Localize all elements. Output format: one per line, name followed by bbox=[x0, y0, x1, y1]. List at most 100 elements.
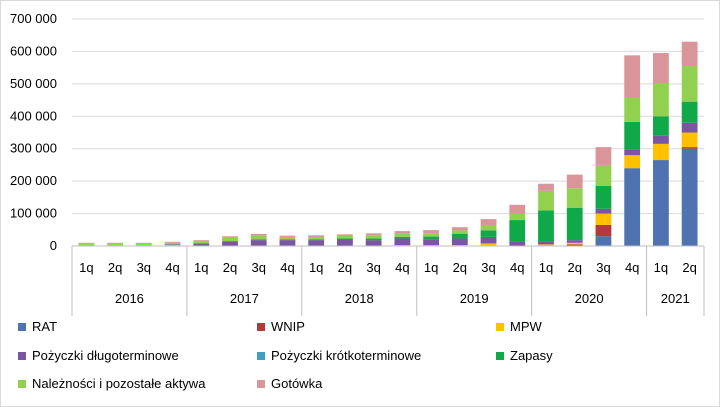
bar-segment bbox=[653, 135, 669, 144]
x-tick-label: 1q bbox=[539, 260, 553, 275]
bar-segment bbox=[279, 240, 296, 246]
bar-segment bbox=[681, 101, 698, 123]
gridlines bbox=[72, 18, 704, 215]
bar-segment bbox=[365, 240, 382, 246]
bar-segment bbox=[423, 230, 439, 234]
x-tick-label: 3q bbox=[596, 260, 610, 275]
bar-segment bbox=[566, 207, 583, 241]
bar-segment bbox=[451, 227, 468, 231]
bar-segment bbox=[681, 132, 698, 148]
bar-segment bbox=[595, 164, 612, 187]
bar-segment bbox=[451, 230, 468, 234]
x-tick-label: 2q bbox=[338, 260, 352, 275]
bar-segment bbox=[423, 236, 439, 240]
year-label: 2018 bbox=[345, 291, 374, 306]
x-tick-label: 2q bbox=[223, 260, 237, 275]
bar-segment bbox=[566, 244, 583, 246]
bar-segment bbox=[624, 168, 641, 246]
bar-segment bbox=[653, 143, 669, 161]
bar-segment bbox=[653, 160, 669, 246]
bar-segment bbox=[480, 225, 497, 231]
bar-segment bbox=[624, 55, 641, 98]
bar-segment bbox=[193, 241, 210, 244]
x-tick-label: 4q bbox=[625, 260, 639, 275]
bar-segment bbox=[624, 121, 641, 150]
year-label: 2021 bbox=[661, 291, 690, 306]
bar-segment bbox=[451, 233, 468, 239]
bar-segment bbox=[365, 235, 382, 239]
year-label: 2017 bbox=[230, 291, 259, 306]
bar-segment bbox=[480, 230, 497, 237]
bar-segment bbox=[653, 53, 669, 84]
x-tick-label: 2q bbox=[108, 260, 122, 275]
y-tick-label: 700 000 bbox=[10, 11, 57, 26]
y-tick-label: 400 000 bbox=[10, 108, 57, 123]
bar-segment bbox=[681, 147, 698, 149]
bar-segment bbox=[538, 190, 554, 211]
bar-segment bbox=[681, 122, 698, 133]
y-tick-label: 200 000 bbox=[10, 173, 57, 188]
y-tick-label: 0 bbox=[50, 238, 57, 253]
x-tick-label: 2q bbox=[682, 260, 696, 275]
bar-segment bbox=[78, 243, 95, 246]
bar-segment bbox=[538, 210, 554, 242]
bar-segment bbox=[624, 155, 641, 169]
bar-segment bbox=[480, 236, 497, 244]
bar-segment bbox=[566, 188, 583, 208]
x-tick-label: 3q bbox=[481, 260, 495, 275]
y-tick-label: 600 000 bbox=[10, 43, 57, 58]
bar-segment bbox=[164, 242, 181, 245]
bar-segment bbox=[681, 41, 698, 67]
bar-segment bbox=[538, 183, 554, 191]
bar-segment bbox=[394, 233, 411, 237]
bar-segment bbox=[509, 213, 526, 221]
x-tick-label: 4q bbox=[280, 260, 294, 275]
bar-segment bbox=[308, 236, 325, 240]
bar-segment bbox=[308, 239, 325, 241]
x-tick-label: 3q bbox=[251, 260, 265, 275]
bar-segment bbox=[509, 204, 526, 214]
x-tick-label: 2q bbox=[453, 260, 467, 275]
y-tick-label: 300 000 bbox=[10, 141, 57, 156]
bar-segment bbox=[250, 235, 267, 240]
bar-segment bbox=[566, 242, 583, 245]
bar-segment bbox=[595, 208, 612, 214]
bar-segment bbox=[222, 236, 238, 238]
bar-segment bbox=[222, 241, 238, 246]
y-axis: 0 100 000 200 000 300 000 400 000 500 000 600 … bbox=[10, 11, 57, 253]
bar-segment bbox=[279, 239, 296, 241]
bar-segment bbox=[595, 147, 612, 165]
bar-segment bbox=[595, 213, 612, 225]
x-tick-label: 4q bbox=[395, 260, 409, 275]
bar-segment bbox=[624, 149, 641, 156]
bar-segment bbox=[681, 148, 698, 246]
bar-segment bbox=[595, 224, 612, 237]
bar-segment bbox=[193, 240, 210, 242]
bar-segment bbox=[423, 233, 439, 237]
bar-segment bbox=[164, 244, 181, 246]
bar-segment bbox=[135, 243, 152, 246]
bar-segment bbox=[164, 241, 181, 243]
year-label: 2020 bbox=[575, 291, 604, 306]
x-tick-label: 4q bbox=[510, 260, 524, 275]
bar-segment bbox=[337, 238, 353, 240]
year-label: 2016 bbox=[115, 291, 144, 306]
year-label: 2019 bbox=[460, 291, 489, 306]
bar-segment bbox=[653, 83, 669, 117]
x-tick-label: 1q bbox=[79, 260, 93, 275]
bar-segment bbox=[107, 243, 123, 246]
bar-segment bbox=[423, 239, 439, 246]
bar-segment bbox=[250, 234, 267, 236]
bar-segment bbox=[78, 242, 95, 244]
bar-segment bbox=[681, 66, 698, 102]
bar-segment bbox=[509, 241, 526, 246]
bar-segment bbox=[308, 235, 325, 237]
x-tick-label: 1q bbox=[654, 260, 668, 275]
bar-segment bbox=[193, 243, 210, 246]
x-axis: 1q 2q 3q 4q 1q 2q 3q 4q 1q 2q 3q 4q 1q 2q 3q 4q 1q 2q 3q 4q… bbox=[71, 245, 705, 316]
bar-segment bbox=[394, 236, 411, 239]
bar-segment bbox=[624, 97, 641, 122]
bar-segment bbox=[595, 236, 612, 246]
bar-segment bbox=[394, 231, 411, 234]
